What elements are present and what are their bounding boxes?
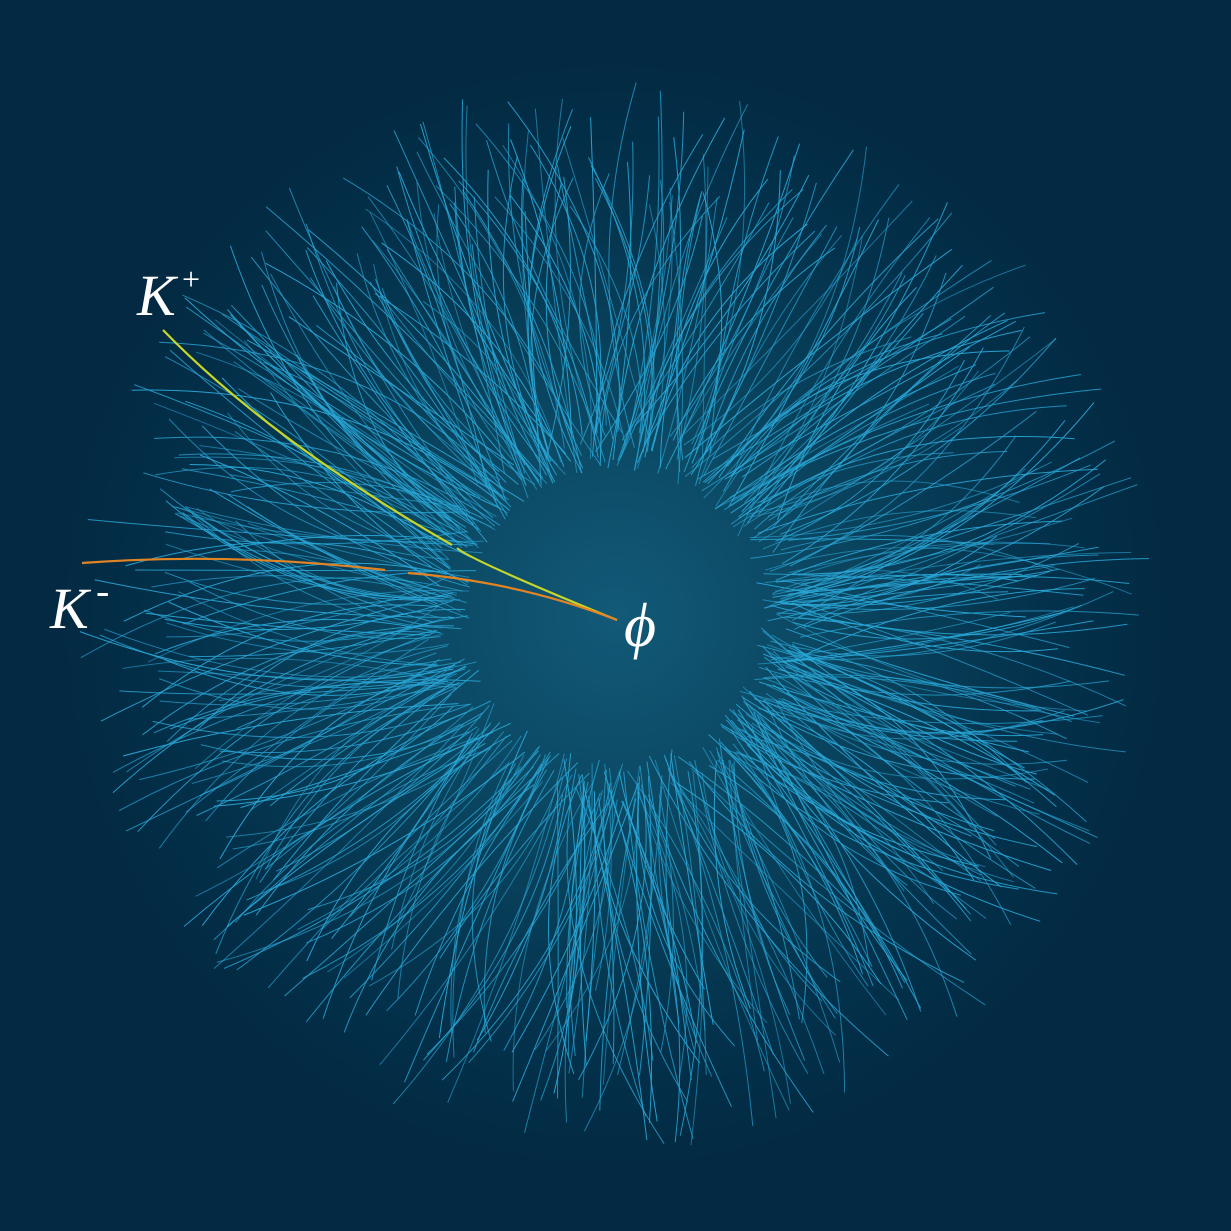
k-plus-sup: + — [182, 261, 200, 297]
k-plus-base: K — [136, 263, 179, 328]
k-minus-sup: - — [96, 568, 109, 613]
illustration: K + K - ϕ — [0, 0, 1231, 1231]
k-minus-base: K — [49, 576, 92, 641]
page: K + K - ϕ (() => { const data = JSON.par… — [0, 0, 1231, 1231]
phi-label: ϕ — [624, 592, 656, 660]
background — [0, 0, 1231, 1231]
